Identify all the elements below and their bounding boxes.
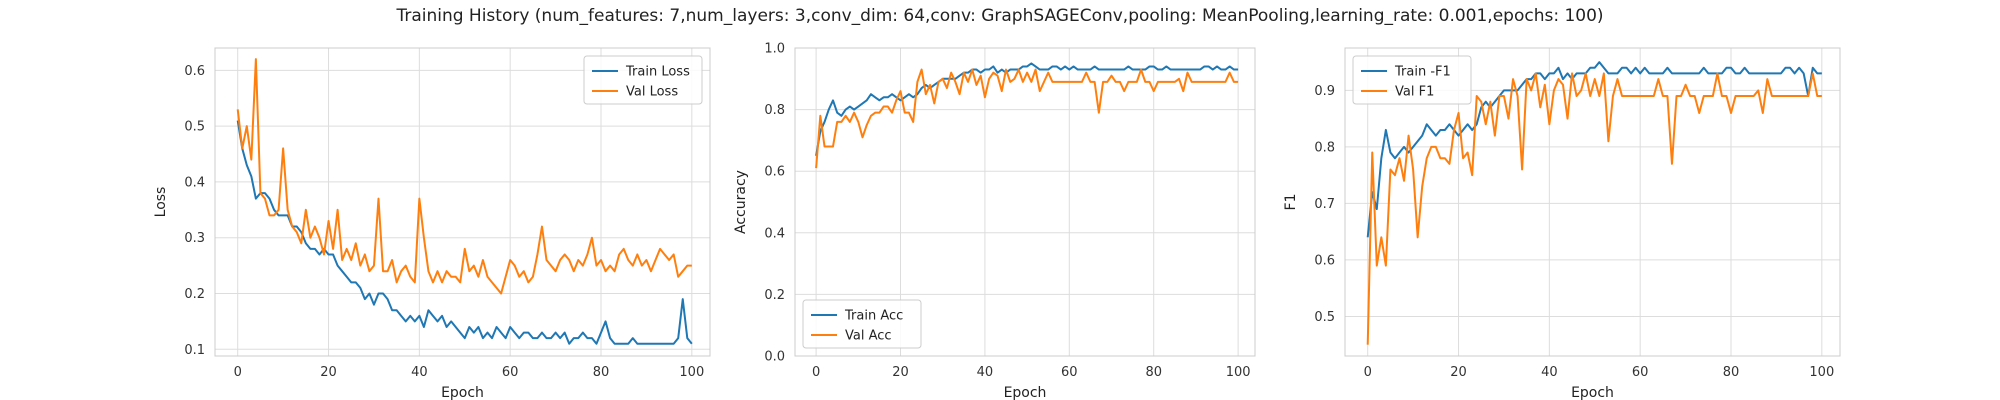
- x-tick-label: 60: [502, 365, 519, 380]
- series-line-1: [815, 68, 1239, 169]
- series-line-0: [236, 120, 693, 345]
- x-tick-label: 80: [1145, 365, 1162, 380]
- y-tick-label: 0.5: [1314, 310, 1335, 325]
- x-axis-label: Epoch: [1571, 385, 1614, 400]
- y-tick-label: 0.6: [184, 64, 205, 79]
- series-line-1: [236, 58, 692, 295]
- x-tick-label: 40: [1541, 365, 1558, 380]
- y-tick-label: 0.2: [184, 287, 205, 302]
- chart-panel-0: 0 20 40 60 80 100 0.1 0.2 0.3 0.4 0.5 0.6 Epoch Loss T…: [153, 47, 711, 400]
- x-tick-label: 100: [679, 365, 704, 380]
- x-tick-label: 20: [1450, 365, 1467, 380]
- y-tick-label: 0.6: [764, 165, 785, 180]
- y-tick-label: 0.8: [1314, 140, 1335, 155]
- x-tick-label: 100: [1809, 365, 1834, 380]
- y-tick-label: 0.0: [764, 350, 785, 365]
- y-tick-label: 0.6: [1314, 253, 1335, 268]
- y-tick-label: 0.8: [764, 103, 785, 118]
- y-tick-label: 0.3: [184, 231, 205, 246]
- x-tick-label: 0: [234, 365, 242, 380]
- axes-frame: [794, 47, 1256, 357]
- y-tick-label: 0.4: [184, 175, 205, 190]
- y-axis-label: Loss: [153, 187, 169, 218]
- x-axis-label: Epoch: [1004, 385, 1047, 400]
- axes-frame: [214, 47, 711, 357]
- series-line-0: [1366, 61, 1822, 238]
- x-axis-label: Epoch: [441, 385, 484, 400]
- y-tick-label: 0.1: [184, 343, 205, 358]
- legend: Train Acc Val Acc: [802, 299, 922, 349]
- legend-label: Val Acc: [845, 329, 892, 344]
- legend-label: Val Loss: [626, 85, 678, 100]
- y-tick-label: 0.5: [184, 120, 205, 135]
- y-axis-label: F1: [1283, 194, 1299, 211]
- x-tick-label: 80: [593, 365, 610, 380]
- x-tick-label: 0: [812, 365, 820, 380]
- series-line-0: [815, 62, 1239, 156]
- axes-frame: [1344, 47, 1841, 357]
- y-axis-label: Accuracy: [733, 170, 749, 234]
- legend: Train -F1 Val F1: [1352, 55, 1472, 105]
- legend: Train Loss Val Loss: [583, 55, 703, 105]
- y-tick-label: 0.9: [1314, 84, 1335, 99]
- figure-title: Training History (num_features: 7,num_la…: [395, 6, 1603, 26]
- chart-panel-2: 0 20 40 60 80 100 0.5 0.6 0.7 0.8 0.9 Epoch F1 Train …: [1283, 47, 1841, 400]
- y-tick-label: 0.7: [1314, 197, 1335, 212]
- y-tick-label: 1.0: [764, 42, 785, 57]
- y-tick-label: 0.2: [764, 288, 785, 303]
- legend-label: Train Loss: [625, 65, 690, 80]
- legend-label: Train Acc: [844, 309, 903, 324]
- x-tick-label: 20: [892, 365, 909, 380]
- chart-panel-1: 0 20 40 60 80 100 0.0 0.2 0.4 0.6 0.8 1.0 Epoch Accur…: [733, 42, 1256, 400]
- x-tick-label: 40: [411, 365, 428, 380]
- x-tick-label: 0: [1364, 365, 1372, 380]
- legend-label: Val F1: [1395, 85, 1434, 100]
- x-tick-label: 60: [1061, 365, 1078, 380]
- x-tick-label: 80: [1723, 365, 1740, 380]
- x-tick-label: 40: [977, 365, 994, 380]
- legend-label: Train -F1: [1394, 65, 1451, 80]
- series-line-1: [1366, 72, 1822, 345]
- x-tick-label: 60: [1632, 365, 1649, 380]
- x-tick-label: 100: [1226, 365, 1251, 380]
- y-tick-label: 0.4: [764, 226, 785, 241]
- x-tick-label: 20: [320, 365, 337, 380]
